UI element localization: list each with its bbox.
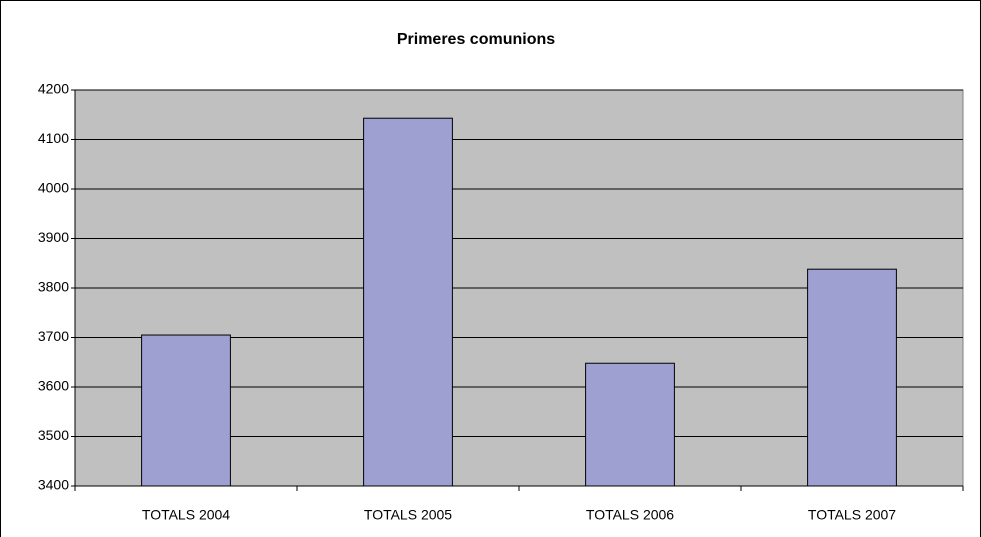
y-tick-label: 4200 [38, 81, 69, 97]
x-tick-label: TOTALS 2007 [808, 507, 896, 523]
bar [585, 362, 675, 487]
y-tick-label: 3900 [38, 229, 69, 245]
x-tick-label: TOTALS 2006 [586, 507, 674, 523]
bar [807, 268, 897, 487]
y-tick-label: 4100 [38, 130, 69, 146]
y-tick-label: 3600 [38, 378, 69, 394]
chart-title: Primeres comunions [397, 31, 555, 48]
y-tick-label: 3700 [38, 328, 69, 344]
x-tick-label: TOTALS 2005 [364, 507, 452, 523]
bar [363, 117, 453, 487]
y-tick-label: 3800 [38, 279, 69, 295]
y-tick-label: 4000 [38, 180, 69, 196]
y-tick-label: 3400 [38, 477, 69, 493]
x-tick-label: TOTALS 2004 [142, 507, 230, 523]
y-tick-label: 3500 [38, 427, 69, 443]
bar [141, 334, 231, 487]
